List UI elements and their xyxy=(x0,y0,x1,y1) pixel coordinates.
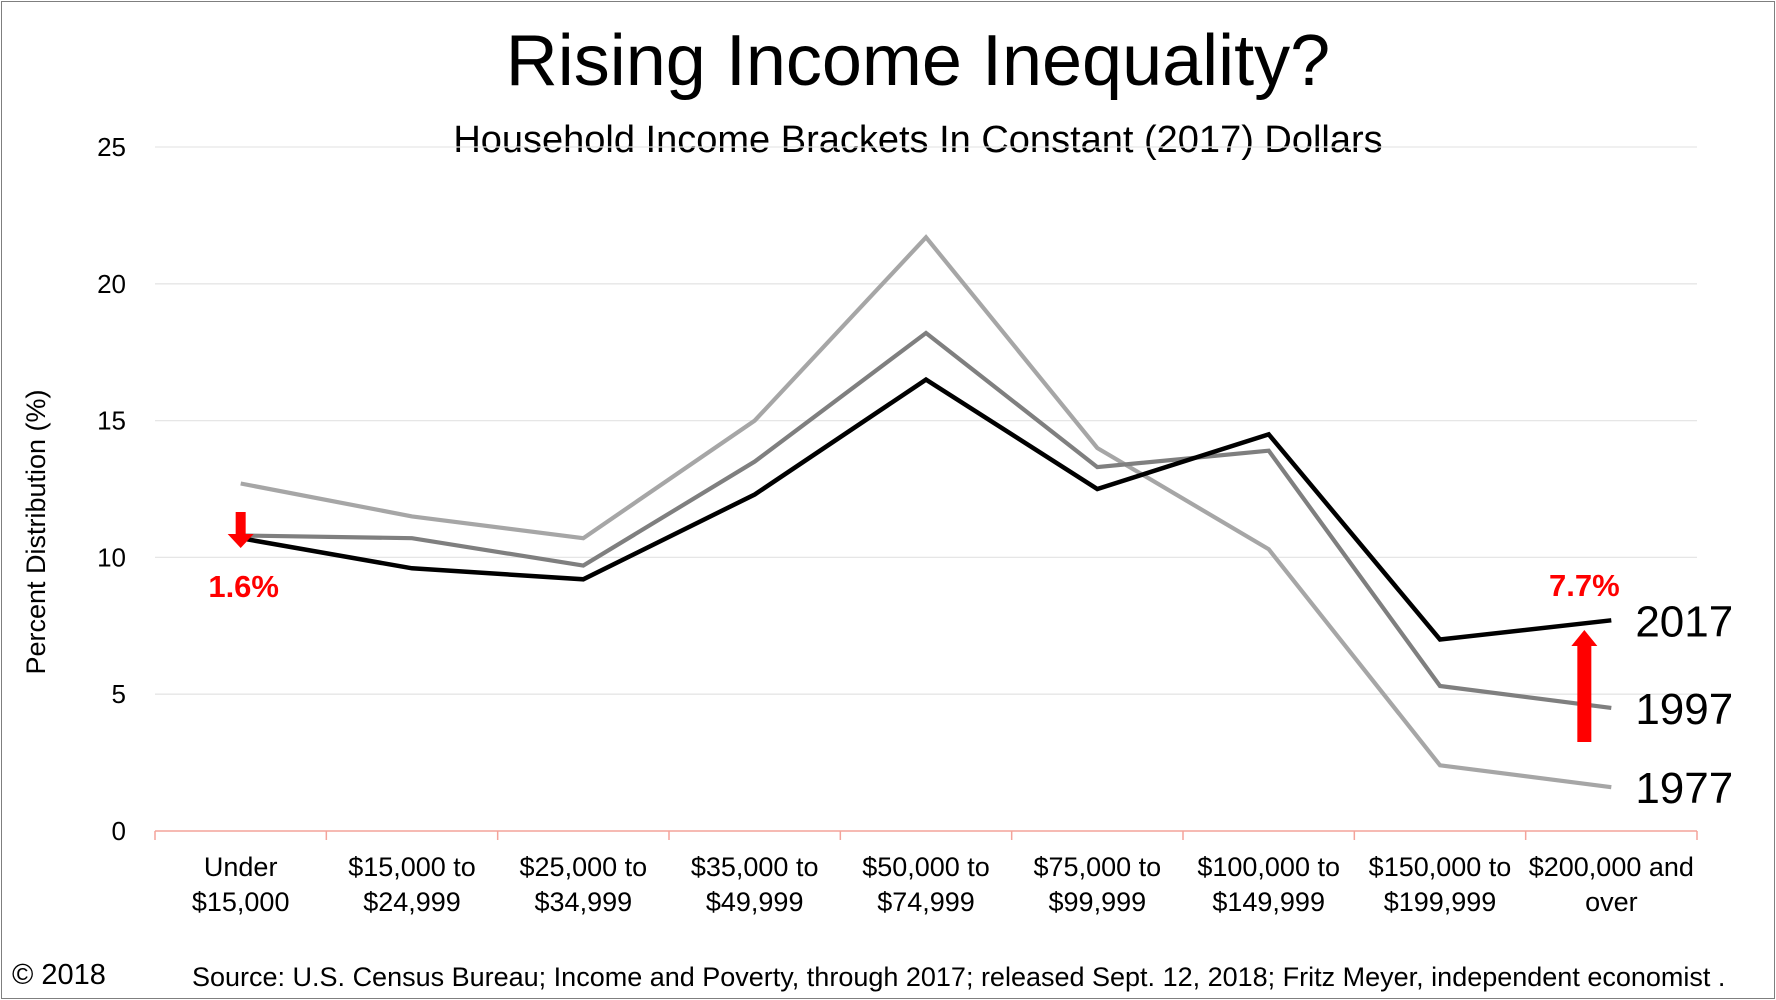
y-tick-labels: 0 5 10 15 20 25 xyxy=(97,132,126,846)
chart-subtitle: Household Income Brackets In Constant (2… xyxy=(453,119,1382,161)
series-line-1997 xyxy=(240,330,1612,710)
series-lines xyxy=(240,234,1612,790)
x-tick-label: $100,000 to $149,999 xyxy=(1197,852,1340,917)
x-tick-label: $50,000 to $74,999 xyxy=(862,852,990,917)
source-text: Source: U.S. Census Bureau; Income and P… xyxy=(192,962,1725,992)
annotations: 1.6% 7.7% xyxy=(208,512,1620,742)
series-label-2017: 2017 xyxy=(1635,597,1733,646)
x-tick-label: $200,000 and over xyxy=(1529,852,1694,917)
x-tick-label: $75,000 to $99,999 xyxy=(1034,852,1162,917)
annotation-value: 1.6% xyxy=(208,569,279,604)
y-tick-label: 25 xyxy=(97,132,126,162)
gridlines xyxy=(155,146,1697,695)
y-tick-label: 0 xyxy=(112,816,126,846)
down-arrow-shaft xyxy=(235,512,246,536)
x-tick-label: $25,000 to $34,999 xyxy=(520,852,648,917)
up-arrow-shaft xyxy=(1577,644,1592,742)
y-tick-label: 15 xyxy=(97,406,126,436)
annotation-value: 7.7% xyxy=(1549,568,1620,603)
x-tick-label: $150,000 to $199,999 xyxy=(1369,852,1512,917)
x-tick-label: Under $15,000 xyxy=(192,852,290,917)
x-tick-labels: Under $15,000 $15,000 to $24,999 $25,000 to $… xyxy=(192,852,1694,917)
copyright-text: © 2018 xyxy=(12,959,106,991)
y-tick-label: 5 xyxy=(112,679,126,709)
series-line-1977 xyxy=(240,234,1612,790)
up-arrow-icon xyxy=(1571,630,1598,742)
chart-title: Rising Income Inequality? xyxy=(506,21,1330,101)
y-tick-label: 10 xyxy=(97,542,126,572)
series-line-2017 xyxy=(240,376,1612,642)
y-tick-label: 20 xyxy=(97,269,126,299)
down-arrow-head xyxy=(227,534,254,548)
series-label-1977: 1977 xyxy=(1635,764,1733,813)
series-label-1997: 1997 xyxy=(1635,685,1733,734)
down-arrow-icon xyxy=(227,512,254,548)
x-tick-label: $15,000 to $24,999 xyxy=(348,852,476,917)
y-axis-label: Percent Distribution (%) xyxy=(21,389,51,674)
series-labels: 1977 1997 2017 xyxy=(1635,597,1733,813)
up-arrow-head xyxy=(1571,630,1598,646)
x-tick-label: $35,000 to $49,999 xyxy=(691,852,819,917)
x-axis xyxy=(154,830,1698,840)
